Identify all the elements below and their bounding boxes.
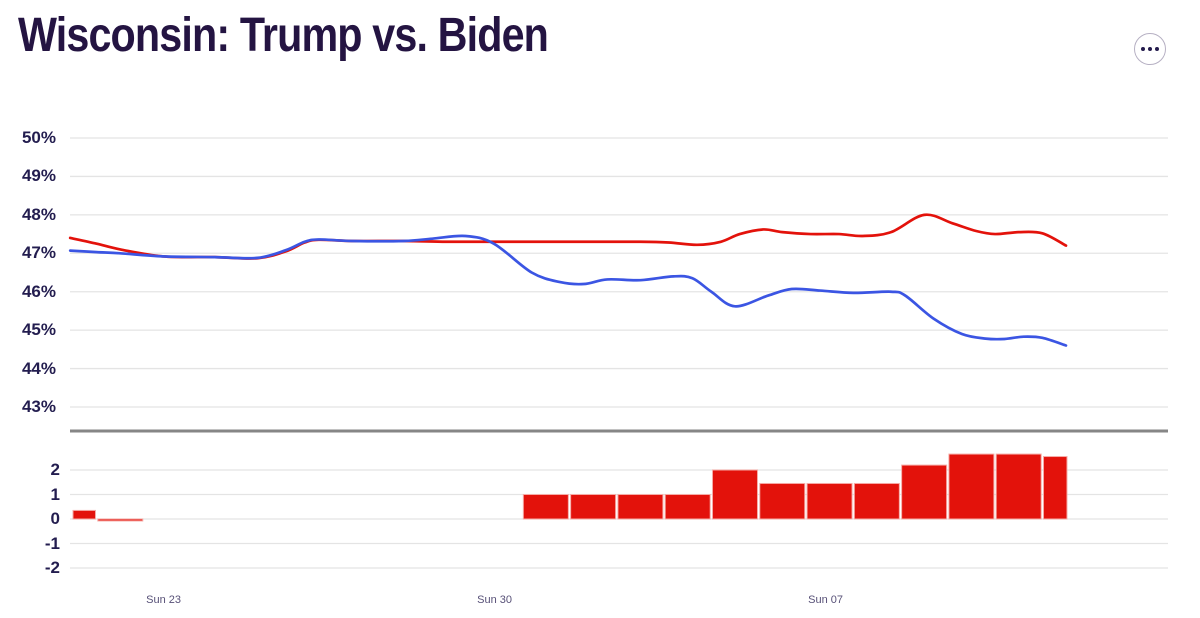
y-axis-label: 44%: [21, 358, 56, 378]
x-axis-label: Sun 07: [808, 594, 843, 606]
y-axis-label: 2: [50, 460, 60, 479]
margin-bar: [948, 453, 995, 520]
more-options-button[interactable]: [1134, 33, 1166, 65]
biden-line: [68, 234, 1068, 347]
y-axis-label: 0: [50, 509, 60, 528]
y-axis-label: 49%: [21, 166, 56, 186]
trump-line: [68, 213, 1068, 260]
margin-bar: [711, 469, 758, 520]
margin-bar: [853, 482, 900, 520]
margin-bar: [72, 509, 96, 520]
y-axis-label: 1: [50, 484, 60, 504]
margin-bar: [97, 518, 144, 522]
page-title: Wisconsin: Trump vs. Biden: [18, 9, 549, 62]
margin-bar: [759, 482, 806, 520]
margin-bar: [806, 482, 853, 520]
margin-bar: [617, 494, 664, 520]
margin-bar: [570, 494, 617, 520]
x-axis-label: Sun 30: [477, 594, 512, 606]
y-axis-label: 48%: [21, 204, 56, 224]
y-axis-label: 45%: [21, 320, 56, 340]
margin-bar: [1042, 456, 1068, 520]
y-axis-label: 47%: [21, 243, 56, 263]
y-axis-label: 43%: [21, 397, 56, 416]
y-axis-label: 50%: [21, 128, 56, 147]
x-axis-label: Sun 23: [146, 594, 181, 606]
margin-bar: [664, 494, 711, 520]
chart-separator: [70, 429, 1168, 433]
y-axis-label: -2: [44, 558, 60, 577]
y-axis-label: -1: [44, 533, 60, 553]
margin-bar: [522, 494, 569, 520]
margin-bar: [995, 453, 1042, 520]
margin-bar: [901, 464, 948, 520]
ellipsis-icon: [1140, 46, 1160, 52]
y-axis-label: 46%: [21, 281, 56, 301]
